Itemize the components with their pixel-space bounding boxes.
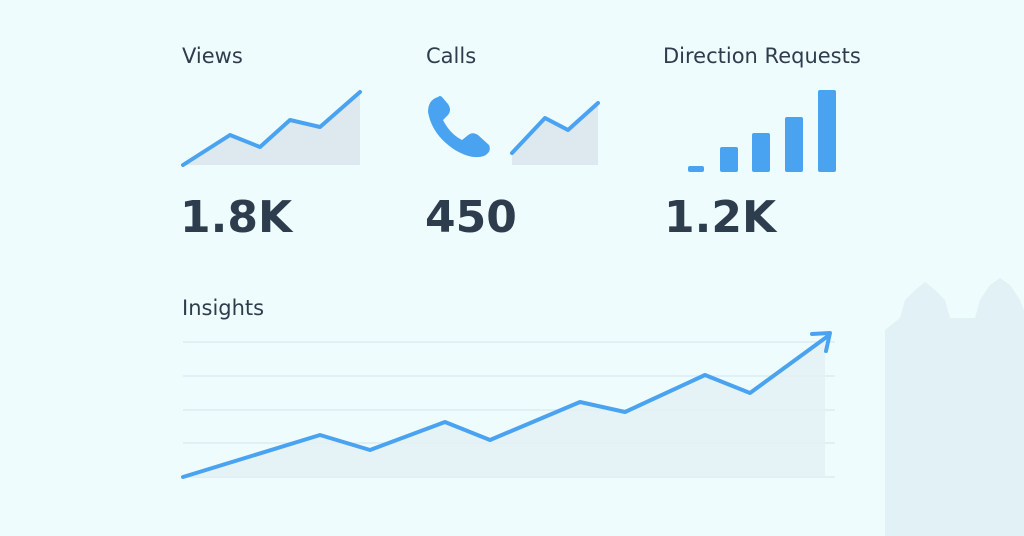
metric-value: 1.8K <box>180 192 294 243</box>
bar-icon <box>785 117 803 172</box>
metric-label: Views <box>182 44 243 68</box>
metric-label: Calls <box>426 44 476 68</box>
views-area <box>183 92 360 165</box>
bar-icon <box>688 166 704 172</box>
metric-value: 450 <box>425 192 517 243</box>
monument-silhouette <box>885 278 1024 536</box>
arrow-head <box>810 331 832 353</box>
bar-icon <box>818 90 836 172</box>
calls-area <box>512 103 598 165</box>
direction-bars <box>688 90 836 172</box>
calls-line <box>510 101 600 155</box>
metric-value: 1.2K <box>664 192 778 243</box>
phone-icon <box>428 96 490 158</box>
views-line <box>181 90 362 167</box>
section-title: Insights <box>182 296 264 320</box>
insights-line <box>181 334 830 479</box>
bar-icon <box>720 147 738 172</box>
bar-icon <box>752 133 770 172</box>
insights-area <box>183 340 825 477</box>
metric-label: Direction Requests <box>663 44 861 68</box>
